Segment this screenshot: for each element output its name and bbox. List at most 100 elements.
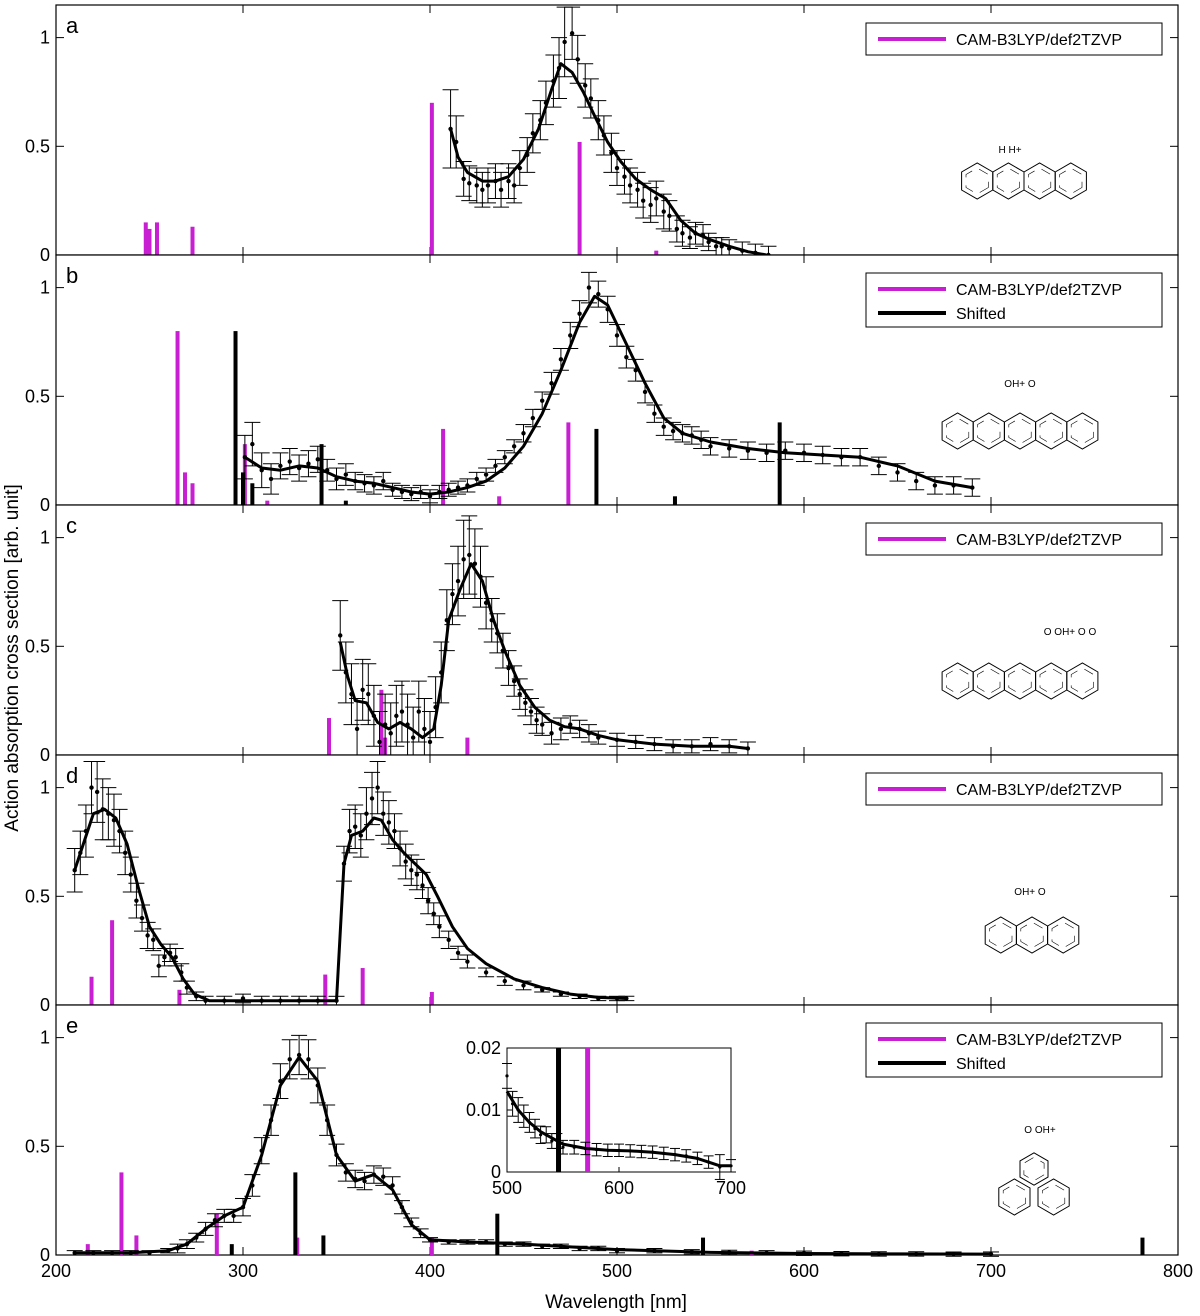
data-point bbox=[268, 476, 274, 482]
smoothed-line bbox=[505, 1090, 731, 1168]
data-point bbox=[540, 398, 545, 403]
ring-inner bbox=[1020, 921, 1044, 949]
legend-label: CAM-B3LYP/def2TZVP bbox=[956, 282, 1122, 299]
data-point bbox=[94, 789, 100, 795]
data-point bbox=[414, 872, 420, 877]
y-tick-label: 0.5 bbox=[25, 386, 50, 406]
data-point bbox=[614, 333, 620, 338]
shifted-bar bbox=[1140, 1237, 1145, 1255]
data-point bbox=[151, 937, 156, 942]
calc-bar bbox=[379, 689, 384, 755]
data-point bbox=[343, 472, 349, 477]
data-point bbox=[932, 483, 938, 488]
calc-bar bbox=[585, 1048, 591, 1172]
data-point bbox=[145, 933, 150, 938]
data-point bbox=[388, 731, 393, 736]
data-point bbox=[534, 718, 539, 723]
calc-bar bbox=[214, 1213, 219, 1255]
calc-bar bbox=[465, 737, 470, 755]
ring-inner bbox=[1051, 921, 1075, 949]
data-point bbox=[622, 174, 627, 179]
data-point bbox=[250, 441, 255, 447]
data-point bbox=[661, 209, 666, 214]
molecule-structure: OH+ O bbox=[984, 887, 1080, 954]
legend-label: CAM-B3LYP/def2TZVP bbox=[956, 532, 1122, 549]
data-point bbox=[338, 633, 343, 638]
data-point bbox=[575, 57, 580, 62]
inset-x-tick-label: 500 bbox=[492, 1178, 522, 1198]
y-axis-title: Action absorption cross section [arb. un… bbox=[2, 484, 23, 831]
data-point bbox=[455, 950, 461, 956]
panel-e: 0 0.5 1 e CAM-B3LYP/def2TZVP Shifted O OH+ 0 0.0… bbox=[25, 1004, 1179, 1265]
data-point bbox=[425, 898, 431, 903]
y-tick-label: 1 bbox=[40, 1028, 50, 1048]
shifted-bar bbox=[319, 444, 324, 505]
shifted-bar bbox=[556, 1048, 562, 1172]
data-point bbox=[654, 196, 659, 201]
legend-box bbox=[865, 1022, 1163, 1078]
calc-bar bbox=[577, 141, 582, 255]
y-tick-label: 0 bbox=[40, 995, 50, 1015]
y-tick-label: 0.5 bbox=[25, 1136, 50, 1156]
data-point bbox=[727, 446, 732, 451]
data-point bbox=[89, 785, 94, 790]
x-tick-label: 600 bbox=[789, 1261, 819, 1281]
data-point bbox=[386, 820, 392, 825]
data-point bbox=[467, 552, 472, 558]
data-point bbox=[410, 735, 416, 740]
y-tick-label: 0.5 bbox=[25, 136, 50, 156]
data-point bbox=[455, 578, 461, 584]
calc-bar bbox=[119, 1172, 124, 1255]
data-point bbox=[480, 187, 485, 192]
data-point bbox=[876, 463, 881, 469]
data-point bbox=[914, 478, 919, 484]
data-point bbox=[465, 959, 470, 964]
smoothed-line bbox=[449, 62, 767, 257]
legend-label: CAM-B3LYP/def2TZVP bbox=[956, 32, 1122, 49]
legend-label: CAM-B3LYP/def2TZVP bbox=[956, 782, 1122, 799]
shifted-bar bbox=[250, 483, 255, 505]
smoothed-line bbox=[74, 1055, 992, 1256]
ring-inner bbox=[996, 167, 1020, 195]
ring-inner bbox=[1070, 667, 1094, 695]
calc-bar bbox=[143, 222, 148, 255]
shifted-bar bbox=[321, 1235, 326, 1255]
ring-inner bbox=[1028, 167, 1052, 195]
data-point bbox=[354, 726, 360, 732]
data-point bbox=[394, 713, 399, 719]
calc-bar bbox=[89, 976, 94, 1005]
data-point bbox=[315, 457, 320, 462]
data-point bbox=[362, 1178, 367, 1184]
data-point bbox=[364, 811, 369, 816]
y-tick-label: 1 bbox=[40, 278, 50, 298]
y-tick-label: 0 bbox=[40, 495, 50, 515]
legend-label: Shifted bbox=[956, 1056, 1006, 1073]
ring-inner bbox=[1002, 1183, 1026, 1211]
data-point bbox=[568, 722, 573, 727]
shifted-bar bbox=[672, 496, 677, 505]
calc-bar bbox=[177, 989, 182, 1005]
calc-bar bbox=[154, 222, 159, 255]
shifted-bar bbox=[293, 1172, 298, 1255]
data-point bbox=[523, 700, 528, 706]
data-point bbox=[687, 235, 693, 240]
ring bbox=[998, 1178, 1031, 1216]
data-point bbox=[502, 454, 507, 460]
calc-bar bbox=[566, 422, 571, 505]
ring bbox=[1047, 916, 1080, 954]
panel-c: 0 0.5 1 c CAM-B3LYP/def2TZVP O OH+ O O bbox=[25, 504, 1179, 773]
ring-inner bbox=[977, 417, 1001, 445]
data-point bbox=[505, 1074, 509, 1078]
data-point bbox=[446, 937, 451, 942]
calc-bar bbox=[429, 991, 434, 1005]
molecule-label: O OH+ O O bbox=[1044, 627, 1097, 638]
y-tick-label: 0.5 bbox=[25, 636, 50, 656]
ring-inner bbox=[977, 667, 1001, 695]
data-point bbox=[381, 478, 386, 484]
data-point bbox=[528, 709, 534, 714]
x-tick-label: 700 bbox=[976, 1261, 1006, 1281]
data-point bbox=[173, 954, 178, 960]
data-point bbox=[128, 872, 133, 877]
data-point bbox=[511, 678, 517, 684]
x-tick-label: 300 bbox=[228, 1261, 258, 1281]
